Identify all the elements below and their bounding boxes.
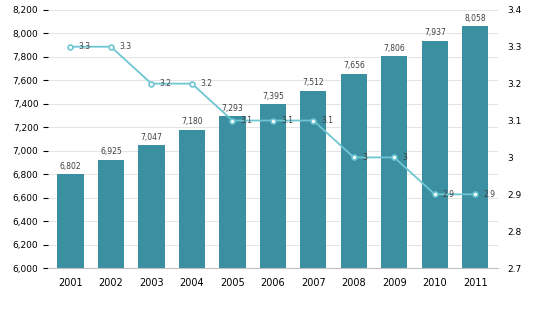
Bar bbox=[98, 160, 124, 327]
Bar bbox=[259, 104, 286, 327]
Text: 3.2: 3.2 bbox=[200, 79, 212, 88]
Text: 3.3: 3.3 bbox=[119, 42, 131, 51]
Text: 7,047: 7,047 bbox=[141, 133, 162, 142]
Text: 6,802: 6,802 bbox=[59, 162, 81, 171]
Text: 7,395: 7,395 bbox=[262, 92, 284, 101]
Bar bbox=[179, 129, 205, 327]
Bar bbox=[138, 145, 165, 327]
Bar bbox=[422, 41, 448, 327]
Text: 3.1: 3.1 bbox=[322, 116, 333, 125]
Text: 2.9: 2.9 bbox=[443, 190, 455, 199]
Text: 3: 3 bbox=[362, 153, 367, 162]
Text: 2.9: 2.9 bbox=[484, 190, 495, 199]
Bar bbox=[381, 56, 408, 327]
Text: 7,293: 7,293 bbox=[221, 104, 243, 113]
Bar bbox=[219, 116, 246, 327]
Bar bbox=[57, 174, 83, 327]
Text: 3.1: 3.1 bbox=[281, 116, 293, 125]
Text: 7,656: 7,656 bbox=[343, 61, 365, 70]
Text: 3.3: 3.3 bbox=[79, 42, 90, 51]
Text: 7,180: 7,180 bbox=[181, 117, 203, 126]
Text: 7,512: 7,512 bbox=[302, 78, 324, 87]
Text: 3.1: 3.1 bbox=[240, 116, 253, 125]
Text: 6,925: 6,925 bbox=[100, 147, 122, 156]
Text: 7,806: 7,806 bbox=[384, 44, 405, 53]
Bar bbox=[462, 26, 488, 327]
Text: 8,058: 8,058 bbox=[464, 14, 486, 23]
Bar bbox=[300, 91, 326, 327]
Text: 3.2: 3.2 bbox=[159, 79, 172, 88]
Bar bbox=[341, 74, 367, 327]
Text: 3: 3 bbox=[402, 153, 407, 162]
Text: 7,937: 7,937 bbox=[424, 28, 446, 37]
